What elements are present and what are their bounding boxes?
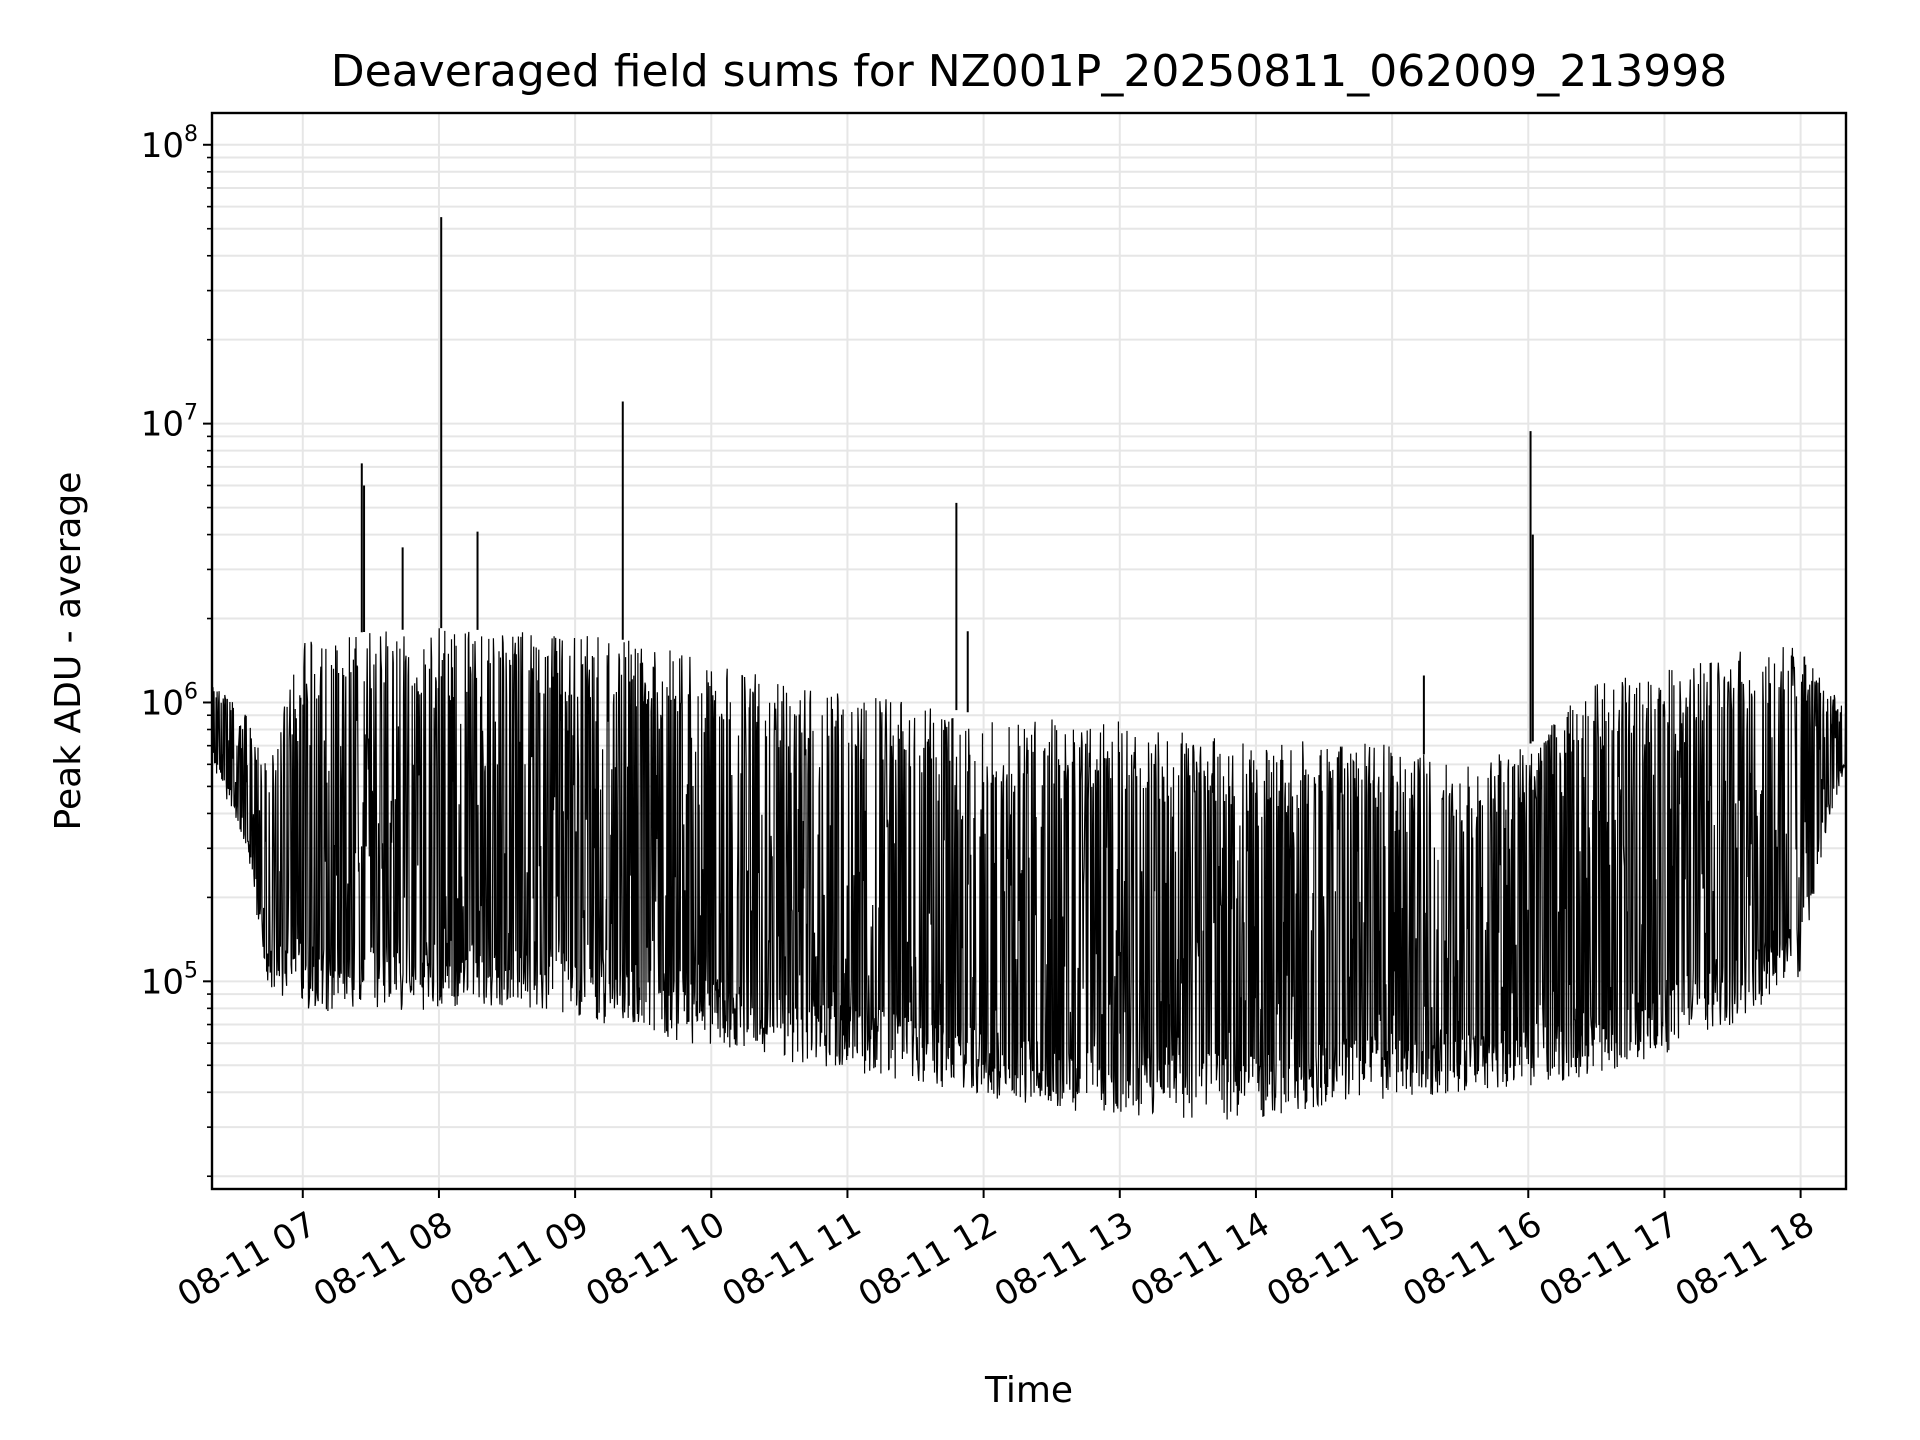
chart-title: Deaveraged field sums for NZ001P_2025081… [331, 46, 1727, 97]
y-axis-label: Peak ADU - average [48, 472, 89, 831]
x-axis-label: Time [984, 1370, 1073, 1411]
